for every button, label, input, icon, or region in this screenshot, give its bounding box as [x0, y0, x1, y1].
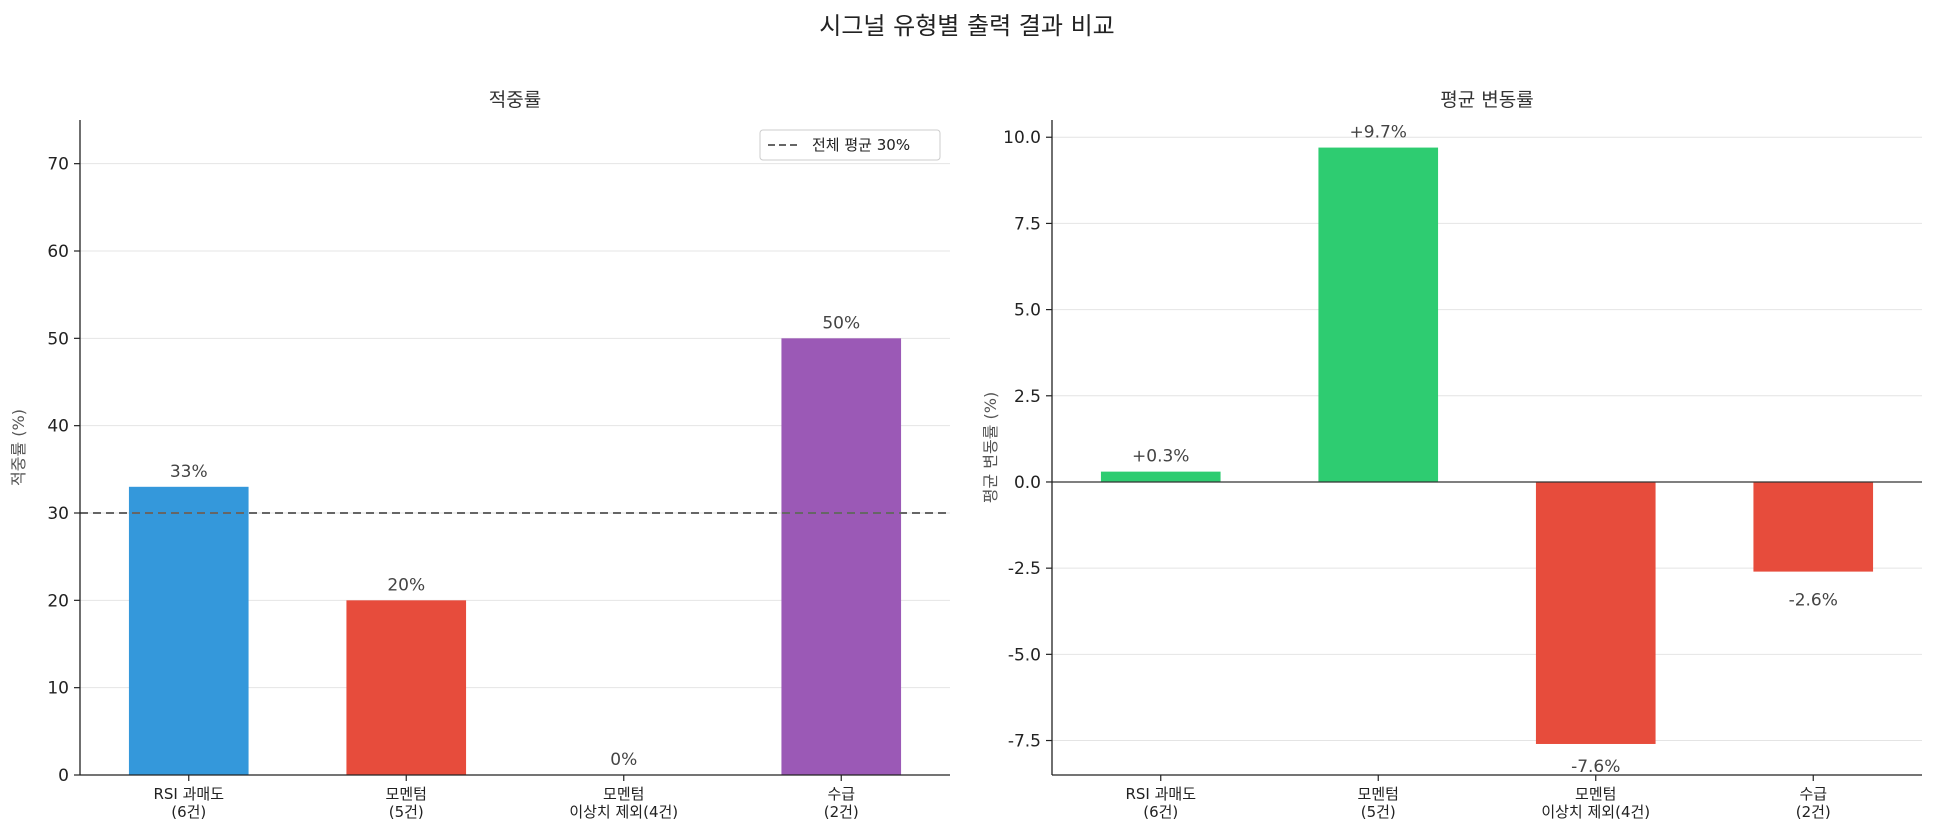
y-tick-label: 10: [47, 679, 69, 699]
y-tick-label: 7.5: [1014, 214, 1041, 234]
bar: [1318, 147, 1439, 482]
panel-2: -7.5 -5.0 -2.5 0.0 2.5 5.0 7.5 10.0 +0.3% +9.7% -7…: [981, 89, 1922, 821]
x-tick-label: RSI 과매도: [1125, 785, 1196, 803]
x-tick-label: (5건): [389, 803, 424, 821]
x-tick-label: 모멘텀: [1575, 785, 1616, 803]
data-label: 20%: [387, 575, 425, 595]
y-tick-label: 0.0: [1014, 473, 1041, 493]
y-tick-label: 0: [58, 766, 69, 786]
panel-1: 0 10 20 30 40 50 60 70 33% 20% 0% 50% RSI 과매도(6건) 모멘텀…: [9, 89, 950, 821]
x-tick-label: 모멘텀: [1358, 785, 1399, 803]
bar: [781, 338, 902, 775]
bar: [1100, 471, 1221, 482]
panel-title: 적중률: [489, 89, 541, 111]
x-tick-label: (6건): [1143, 803, 1178, 821]
bar: [1753, 481, 1874, 572]
y-tick-label: -5.0: [1008, 645, 1041, 665]
data-label: +9.7%: [1350, 123, 1407, 143]
figure-title: 시그널 유형별 출력 결과 비교: [819, 12, 1114, 40]
y-tick-label: 40: [47, 417, 69, 437]
y-tick-label: 70: [47, 155, 69, 175]
data-label: 50%: [822, 313, 860, 333]
y-tick-label: 5.0: [1014, 301, 1041, 321]
y-tick-label: -2.5: [1008, 559, 1041, 579]
data-label: +0.3%: [1132, 447, 1189, 467]
x-tick-label: 이상치 제외(4건): [1541, 803, 1650, 821]
x-tick-label: (6건): [171, 803, 206, 821]
data-label: -7.6%: [1571, 757, 1620, 777]
y-tick-label: 20: [47, 591, 69, 611]
legend-box: [759, 129, 941, 161]
y-axis-label: 평균 변동률 (%): [981, 392, 1000, 503]
legend: 전체 평균 30%: [759, 129, 941, 161]
data-label: 33%: [170, 462, 208, 482]
bar: [346, 600, 467, 775]
x-tick-label: (5건): [1361, 803, 1396, 821]
y-tick-label: 50: [47, 329, 69, 349]
x-tick-label: 이상치 제외(4건): [569, 803, 678, 821]
x-tick-label: (2건): [824, 803, 859, 821]
y-tick-label: 10.0: [1003, 128, 1041, 148]
y-tick-label: -7.5: [1008, 732, 1041, 752]
y-tick-label: 60: [47, 242, 69, 262]
x-tick-label: 모멘텀: [386, 785, 427, 803]
panel-title: 평균 변동률: [1440, 89, 1533, 111]
x-tick-label: (2건): [1796, 803, 1831, 821]
bar: [1535, 481, 1656, 744]
y-tick-label: 2.5: [1014, 387, 1041, 407]
x-tick-label: 수급: [827, 785, 855, 803]
x-tick-label: 모멘텀: [603, 785, 644, 803]
x-tick-label: 수급: [1799, 785, 1827, 803]
x-tick-label: RSI 과매도: [153, 785, 224, 803]
y-axis-label: 적중률 (%): [9, 409, 28, 486]
data-label: 0%: [610, 750, 637, 770]
legend-label: 전체 평균 30%: [812, 136, 910, 154]
data-label: -2.6%: [1789, 591, 1838, 611]
bar: [128, 486, 249, 775]
y-tick-label: 30: [47, 504, 69, 524]
